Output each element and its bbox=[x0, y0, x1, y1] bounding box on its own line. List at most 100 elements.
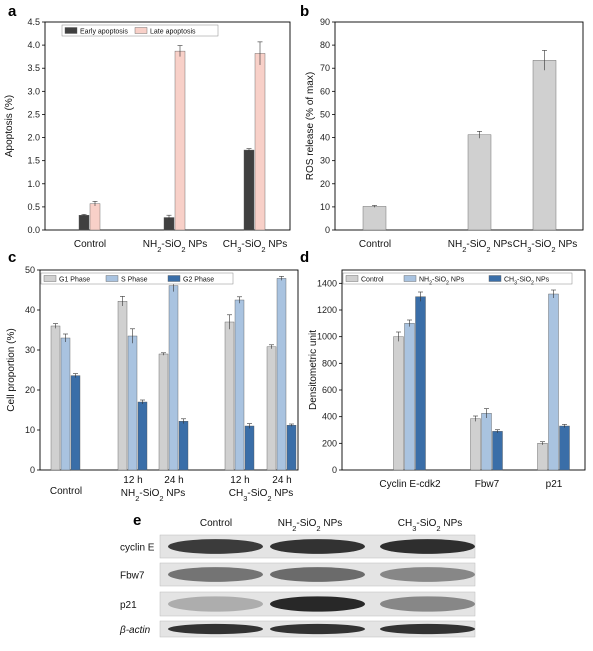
blot-band bbox=[168, 623, 263, 635]
blot-band bbox=[168, 567, 263, 582]
y-tick-label: 70 bbox=[320, 63, 330, 73]
y-tick-label: 0 bbox=[30, 465, 35, 475]
y-tick-label: 2.5 bbox=[27, 109, 40, 119]
panel-label-a: a bbox=[8, 3, 17, 20]
x-category-label: NH2-SiO2 NPs bbox=[448, 239, 512, 254]
y-tick-label: 20 bbox=[25, 385, 35, 395]
legend-entry: NH2-SiO2 NPs bbox=[419, 277, 465, 287]
x-subcategory-label: 12 h bbox=[123, 475, 142, 486]
y-tick-label: 600 bbox=[322, 385, 337, 395]
y-tick-label: 1.5 bbox=[27, 156, 40, 166]
x-category-label: Control bbox=[74, 239, 106, 250]
bar bbox=[127, 335, 138, 471]
y-axis-label: ROS release (% of max) bbox=[305, 72, 316, 180]
bar bbox=[117, 301, 128, 471]
panel-label-b: b bbox=[300, 3, 309, 20]
y-tick-label: 50 bbox=[25, 265, 35, 275]
blot-band bbox=[380, 567, 475, 582]
blot-band bbox=[380, 596, 475, 612]
blot-band bbox=[380, 539, 475, 554]
bar bbox=[286, 425, 297, 471]
bar bbox=[470, 418, 481, 471]
bar bbox=[158, 353, 169, 471]
x-category-label: NH2-SiO2 NPs bbox=[121, 488, 185, 503]
bar bbox=[481, 413, 492, 471]
y-tick-label: 80 bbox=[320, 40, 330, 50]
bar bbox=[174, 50, 186, 231]
blot-band bbox=[168, 596, 263, 612]
bar bbox=[559, 425, 570, 471]
bar bbox=[404, 323, 415, 471]
legend-swatch bbox=[105, 275, 119, 282]
y-tick-label: 10 bbox=[25, 425, 35, 435]
x-category-label: Control bbox=[50, 486, 82, 497]
panel-label-e: e bbox=[133, 512, 141, 529]
legend-swatch bbox=[167, 275, 181, 282]
chart-d: 0 200 400 600 800 1000 1200 1400 Densitometric u… bbox=[308, 269, 586, 490]
bar bbox=[137, 401, 148, 471]
y-tick-label: 2.0 bbox=[27, 133, 40, 143]
panel-label-c: c bbox=[8, 249, 16, 266]
bar bbox=[224, 321, 235, 471]
blot-row-label: p21 bbox=[120, 600, 137, 611]
bar bbox=[89, 203, 101, 231]
legend: Control NH2-SiO2 NPs CH3-SiO2 NPs bbox=[342, 272, 573, 287]
y-axis-label: Densitometric unit bbox=[308, 330, 319, 410]
y-tick-label: 0.5 bbox=[27, 202, 40, 212]
y-tick-label: 3.0 bbox=[27, 86, 40, 96]
x-subcategory-label: 12 h bbox=[230, 475, 249, 486]
y-tick-label: 4.5 bbox=[27, 17, 40, 27]
western-blot: Control NH2-SiO2 NPs CH3-SiO2 NPs cyclin E F… bbox=[119, 518, 476, 638]
y-tick-label: 0.0 bbox=[27, 225, 40, 235]
legend-box bbox=[342, 272, 573, 285]
y-tick-label: 3.5 bbox=[27, 63, 40, 73]
chart-c: 0 10 20 30 40 50 Cell proportion (%) Control 12 … bbox=[6, 265, 299, 503]
chart-a: 0.0 0.5 1.0 1.5 2.0 2.5 3.0 3.5 4.0 4.5 Apoptosis … bbox=[4, 17, 291, 254]
x-subcategory-label: 24 h bbox=[272, 475, 291, 486]
y-tick-label: 60 bbox=[320, 86, 330, 96]
bar bbox=[244, 425, 255, 471]
blot-column-label: NH2-SiO2 NPs bbox=[278, 518, 342, 533]
bar bbox=[467, 134, 492, 231]
x-category-label: NH2-SiO2 NPs bbox=[143, 239, 207, 254]
y-tick-label: 0 bbox=[332, 465, 337, 475]
y-tick-label: 1.0 bbox=[27, 179, 40, 189]
y-tick-label: 1000 bbox=[317, 332, 337, 342]
charts-layer: 0.0 0.5 1.0 1.5 2.0 2.5 3.0 3.5 4.0 4.5 Apoptosis … bbox=[4, 17, 586, 503]
bar bbox=[362, 206, 387, 231]
y-tick-label: 40 bbox=[25, 305, 35, 315]
bar bbox=[60, 337, 71, 471]
y-tick-label: 4.0 bbox=[27, 40, 40, 50]
y-tick-label: 30 bbox=[320, 156, 330, 166]
y-tick-label: 90 bbox=[320, 17, 330, 27]
legend-entry: Early apoptosis bbox=[80, 29, 128, 36]
y-tick-label: 50 bbox=[320, 109, 330, 119]
bar bbox=[70, 375, 81, 471]
blot-band bbox=[270, 596, 365, 612]
bar bbox=[234, 299, 245, 471]
y-tick-label: 10 bbox=[320, 202, 330, 212]
legend-swatch bbox=[403, 275, 417, 282]
plot-frame bbox=[334, 21, 584, 231]
bar bbox=[276, 278, 287, 471]
bar bbox=[393, 336, 404, 471]
y-tick-label: 40 bbox=[320, 133, 330, 143]
y-tick-label: 30 bbox=[25, 345, 35, 355]
bar bbox=[254, 53, 266, 231]
bar bbox=[266, 346, 277, 471]
legend-swatch bbox=[64, 27, 78, 34]
y-tick-label: 0 bbox=[325, 225, 330, 235]
bar bbox=[78, 215, 90, 231]
panel-label-d: d bbox=[300, 249, 309, 266]
bar bbox=[178, 421, 189, 471]
legend-entry: G2 Phase bbox=[183, 277, 214, 284]
blot-row-label: cyclin E bbox=[120, 543, 155, 554]
legend-entry: Control bbox=[361, 277, 384, 284]
bar bbox=[548, 293, 559, 471]
x-category-label: Fbw7 bbox=[475, 479, 500, 490]
x-category-label: CH3-SiO2 NPs bbox=[229, 488, 293, 503]
blot-band bbox=[380, 623, 475, 635]
blot-band bbox=[270, 623, 365, 635]
blot-band bbox=[168, 539, 263, 554]
